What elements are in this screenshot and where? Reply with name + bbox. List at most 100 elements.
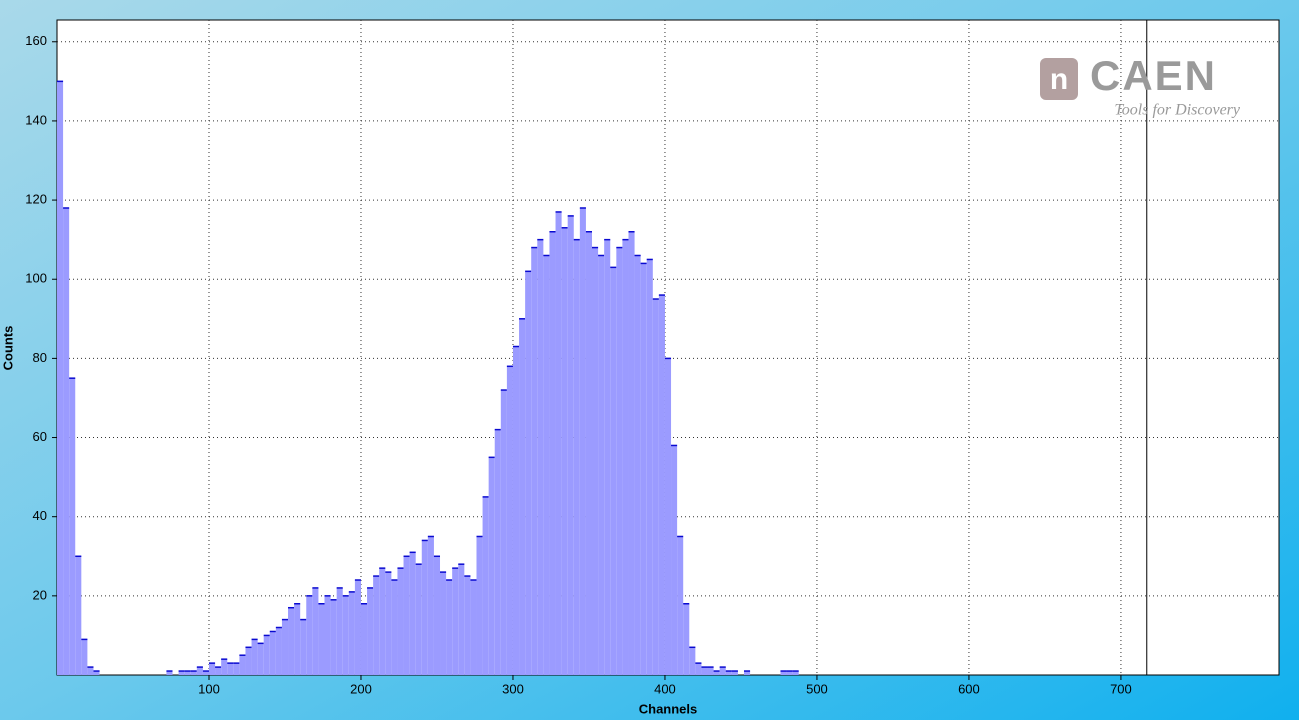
x-tick-label: 400	[654, 681, 676, 696]
bar	[640, 263, 647, 675]
y-tick-label: 140	[25, 112, 47, 127]
bar	[397, 568, 404, 675]
bar	[494, 429, 501, 675]
bar	[300, 619, 307, 675]
bar	[792, 671, 799, 675]
bar	[549, 231, 556, 675]
bar	[433, 556, 441, 675]
bar	[689, 647, 696, 675]
bar	[646, 259, 653, 675]
bar	[713, 671, 720, 675]
bar	[579, 207, 586, 675]
bar	[458, 564, 465, 675]
bar	[652, 299, 659, 675]
bar	[367, 587, 374, 675]
bar	[470, 580, 477, 675]
bar	[677, 536, 684, 675]
bar	[488, 457, 495, 675]
logo-tagline: Tools for Discovery	[1114, 102, 1241, 119]
y-tick-label: 160	[25, 33, 47, 48]
bar	[573, 239, 580, 675]
bar	[57, 81, 64, 675]
bar	[245, 647, 252, 675]
bar	[452, 568, 459, 675]
bar	[312, 587, 319, 675]
bar	[215, 667, 222, 675]
bar	[482, 496, 489, 675]
logo-icon	[1040, 58, 1078, 100]
bar	[263, 635, 270, 675]
logo-icon-letter: n	[1050, 63, 1068, 96]
bar	[324, 595, 331, 675]
bar	[196, 667, 203, 675]
bar	[585, 231, 593, 675]
bar	[555, 211, 562, 675]
bar	[786, 671, 793, 675]
bar	[780, 671, 787, 675]
bar	[166, 671, 173, 675]
bar	[427, 536, 434, 675]
y-tick-label: 80	[33, 350, 47, 365]
y-tick-label: 120	[25, 192, 47, 207]
bar	[391, 580, 398, 675]
bar	[178, 671, 185, 675]
x-tick-label: 100	[198, 681, 220, 696]
y-axis-title: Counts	[0, 326, 15, 371]
bar	[281, 619, 289, 675]
bar	[373, 576, 380, 675]
y-tick-label: 60	[33, 429, 47, 444]
bar	[658, 295, 665, 675]
y-tick-label: 100	[25, 271, 47, 286]
bar	[421, 540, 428, 675]
bar	[288, 607, 295, 675]
bar	[671, 445, 678, 675]
bar	[531, 247, 538, 675]
bar	[543, 255, 550, 675]
bar	[731, 671, 738, 675]
bar	[683, 603, 690, 675]
bar	[743, 671, 751, 675]
bar	[275, 627, 282, 675]
bar	[306, 595, 313, 675]
bar	[598, 255, 605, 675]
bar	[385, 572, 392, 675]
logo: n CAEN Tools for Discovery	[1040, 52, 1241, 119]
bar	[476, 536, 483, 675]
bar	[239, 655, 246, 675]
bar	[342, 595, 349, 675]
y-tick-label: 20	[33, 587, 47, 602]
x-tick-label: 200	[350, 681, 372, 696]
x-tick-label: 500	[806, 681, 828, 696]
bar	[537, 239, 544, 675]
x-axis-title: Channels	[639, 701, 698, 716]
plot	[57, 20, 1279, 675]
bar	[415, 564, 422, 675]
bar	[87, 667, 94, 675]
bar	[69, 378, 76, 675]
y-tick-label: 40	[33, 508, 47, 523]
bar	[190, 671, 197, 675]
bar	[251, 639, 258, 675]
bar	[75, 556, 82, 675]
bar	[403, 556, 410, 675]
logo-name: CAEN	[1090, 52, 1217, 99]
bar	[664, 358, 672, 675]
x-tick-label: 700	[1110, 681, 1132, 696]
bar	[269, 631, 276, 675]
bar	[208, 663, 216, 675]
bar	[348, 591, 355, 675]
bar	[233, 663, 240, 675]
bar	[81, 639, 88, 675]
bar	[616, 247, 623, 675]
bar	[610, 267, 617, 675]
bar	[725, 671, 732, 675]
bar	[63, 207, 70, 675]
bar	[379, 568, 386, 675]
bar	[525, 271, 532, 675]
bar	[719, 667, 726, 675]
bar	[221, 659, 228, 675]
bar	[354, 580, 361, 675]
bar	[446, 580, 453, 675]
bar	[440, 572, 447, 675]
